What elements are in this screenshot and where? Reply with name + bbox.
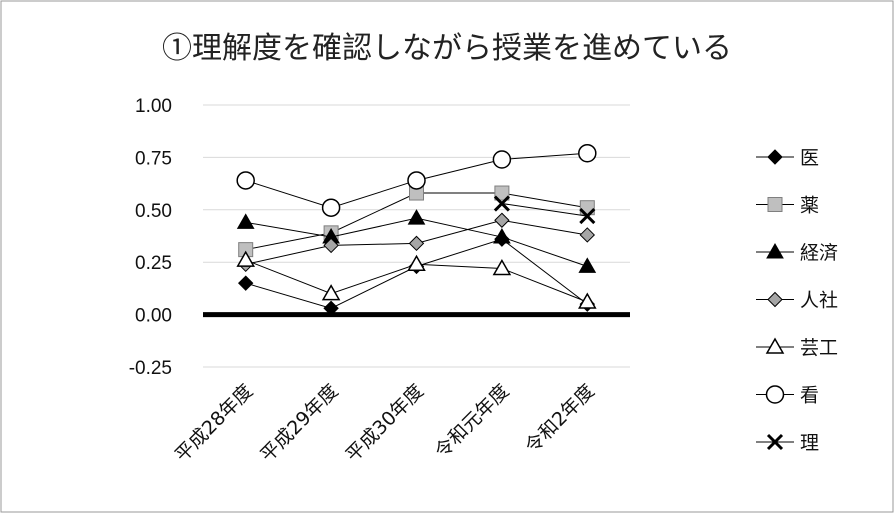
y-tick-label: 1.00 [135, 96, 172, 117]
data-point [494, 212, 510, 228]
data-point [323, 300, 339, 317]
data-point [494, 185, 510, 201]
data-point [578, 257, 597, 273]
data-point [492, 150, 512, 169]
legend-item: 薬 [756, 195, 819, 217]
legend-label: 看 [800, 385, 819, 407]
legend-label: 人社 [800, 290, 838, 312]
legend-item: 看 [756, 385, 819, 407]
data-point [407, 171, 426, 190]
data-point [493, 228, 511, 244]
legend-marker [767, 197, 783, 212]
series-5 [236, 250, 597, 309]
series-6 [236, 143, 597, 217]
legend-marker [765, 337, 785, 354]
legend-label: 薬 [800, 195, 819, 217]
y-tick-label: 0.75 [135, 148, 172, 169]
data-point [236, 213, 255, 229]
data-point [236, 250, 255, 267]
grid-layer [203, 104, 630, 368]
legend-label: 芸工 [800, 337, 838, 359]
legend-item: 理 [756, 432, 819, 454]
data-point [493, 195, 510, 212]
data-point [407, 254, 426, 272]
legend-marker [766, 242, 784, 259]
data-point [321, 198, 341, 217]
data-point [237, 275, 254, 291]
series-layer [236, 143, 597, 317]
y-tick-label: 0.50 [135, 201, 172, 222]
data-point [492, 258, 512, 276]
series-line [501, 203, 588, 217]
legend-marker [767, 291, 783, 308]
data-point [579, 208, 596, 225]
series-4 [237, 212, 596, 273]
legend-label: 経済 [800, 242, 838, 264]
y-tick-label: -0.25 [129, 358, 172, 379]
legend-item: 経済 [756, 242, 838, 264]
legend-item: 芸工 [756, 337, 838, 359]
data-point [578, 292, 597, 309]
data-point [321, 284, 341, 301]
y-axis-ticks: 1.00 0.75 0.50 0.25 0.00 -0.25 [129, 96, 172, 379]
y-tick-label: 0.00 [135, 306, 172, 327]
data-point [407, 209, 426, 225]
legend-marker [766, 433, 784, 451]
chart-title: ①理解度を確認しながら授業を進めている [162, 31, 732, 66]
legend-item: 医 [756, 147, 819, 169]
legend-label: 医 [800, 147, 819, 169]
data-point [236, 171, 255, 190]
legend-marker [765, 385, 785, 404]
legend-label: 理 [800, 432, 819, 454]
data-point [323, 237, 339, 254]
data-point [408, 235, 425, 252]
data-point [579, 227, 596, 243]
legend-item: 人社 [756, 290, 838, 312]
legend-marker [767, 149, 783, 165]
data-point [578, 143, 597, 163]
y-tick-label: 0.25 [135, 253, 172, 274]
series-7 [493, 195, 596, 225]
